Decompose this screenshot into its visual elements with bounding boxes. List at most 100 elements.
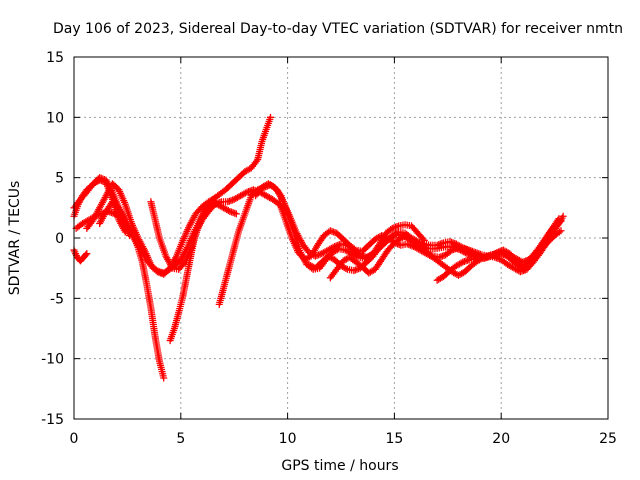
interpolated-point [501, 247, 512, 257]
interpolated-point [81, 251, 90, 260]
interpolated-point [474, 254, 484, 262]
interpolated-point [84, 181, 96, 194]
interpolated-point [97, 193, 109, 210]
interpolated-point [429, 241, 439, 249]
interpolated-point [441, 268, 453, 279]
y-tick-label: 0 [55, 231, 64, 247]
interpolated-point [186, 212, 199, 228]
interpolated-point [462, 246, 474, 256]
interpolated-point [313, 250, 324, 259]
interpolated-point [347, 255, 358, 265]
interpolated-point [398, 232, 410, 241]
interpolated-point [260, 181, 271, 190]
data-point [160, 374, 168, 382]
interpolated-point [505, 261, 516, 271]
interpolated-point [373, 232, 384, 242]
interpolated-point [71, 197, 83, 210]
interpolated-point [319, 247, 331, 257]
interpolated-point [372, 257, 385, 272]
y-tick-label: 15 [46, 50, 64, 66]
interpolated-point [520, 260, 531, 269]
interpolated-point [235, 212, 248, 234]
interpolated-point [97, 209, 109, 226]
interpolated-point [370, 245, 382, 258]
interpolated-point [200, 199, 211, 209]
interpolated-point [424, 249, 435, 259]
interpolated-point [180, 224, 193, 243]
interpolated-point [225, 196, 237, 205]
interpolated-point [524, 260, 536, 272]
interpolated-point [264, 193, 275, 202]
interpolated-point [334, 230, 346, 242]
interpolated-point [495, 247, 506, 256]
series-arc-e [70, 246, 91, 265]
interpolated-point [229, 230, 242, 258]
interpolated-point [163, 254, 175, 270]
interpolated-point [334, 259, 346, 272]
interpolated-point [238, 189, 249, 199]
interpolated-point [480, 253, 490, 261]
interpolated-point [326, 253, 337, 263]
interpolated-point [148, 262, 160, 274]
interpolated-point [139, 260, 150, 286]
x-axis-label: GPS time / hours [281, 458, 398, 474]
interpolated-point [112, 211, 123, 221]
interpolated-point [249, 157, 260, 170]
interpolated-point [220, 198, 230, 206]
interpolated-point [289, 236, 301, 255]
interpolated-point [431, 253, 441, 261]
interpolated-point [259, 127, 270, 143]
interpolated-point [366, 266, 378, 276]
interpolated-point [206, 202, 218, 214]
interpolated-point [175, 294, 186, 315]
interpolated-point [467, 255, 477, 263]
data-point [267, 113, 275, 121]
y-tick-label: -15 [41, 412, 64, 428]
data-point [232, 210, 240, 218]
interpolated-point [116, 188, 128, 206]
interpolated-point [172, 257, 184, 269]
x-tick-label: 5 [176, 431, 185, 447]
interpolated-point [399, 240, 409, 249]
data-point [559, 212, 567, 220]
interpolated-point [343, 247, 354, 257]
interpolated-point [379, 232, 390, 241]
interpolated-point [450, 244, 461, 253]
interpolated-point [446, 243, 456, 251]
interpolated-point [379, 248, 391, 262]
x-tick-label: 0 [70, 431, 79, 447]
interpolated-point [282, 218, 295, 240]
interpolated-point [242, 165, 254, 175]
interpolated-point [245, 186, 256, 196]
interpolated-point [216, 278, 229, 306]
interpolated-point [147, 306, 159, 339]
interpolated-point [457, 244, 467, 252]
interpolated-point [469, 249, 480, 259]
interpolated-point [272, 185, 284, 198]
interpolated-point [232, 193, 243, 202]
interpolated-point [184, 250, 195, 276]
interpolated-point [229, 175, 241, 186]
interpolated-point [443, 247, 454, 258]
interpolated-point [263, 115, 274, 131]
interpolated-point [228, 208, 239, 217]
interpolated-point [170, 265, 181, 273]
interpolated-point [339, 263, 350, 272]
interpolated-point [71, 248, 80, 259]
interpolated-point [266, 181, 277, 190]
interpolated-point [385, 240, 397, 253]
interpolated-point [84, 218, 96, 231]
interpolated-point [435, 274, 446, 283]
series-arc-f [96, 198, 168, 382]
interpolated-point [392, 235, 403, 246]
interpolated-point [460, 256, 472, 266]
interpolated-point [340, 236, 352, 248]
interpolated-point [199, 209, 211, 222]
interpolated-point [176, 260, 188, 272]
interpolated-point [556, 214, 566, 226]
interpolated-point [437, 259, 448, 270]
interpolated-point [155, 268, 166, 278]
interpolated-point [520, 256, 531, 266]
interpolated-point [308, 243, 320, 258]
